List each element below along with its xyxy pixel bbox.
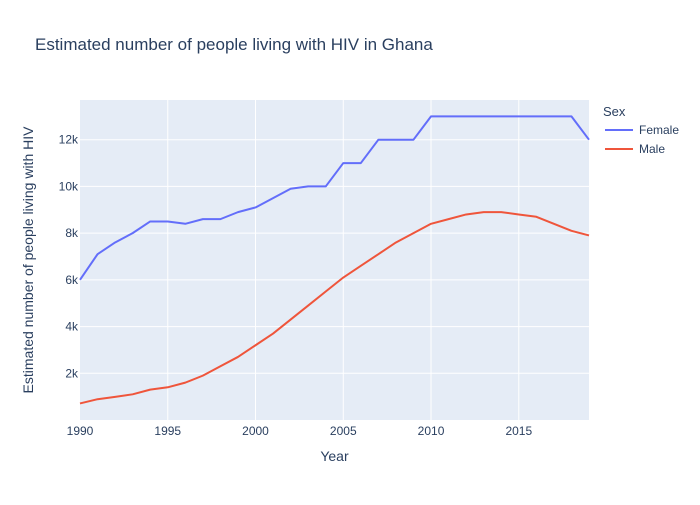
x-tick-labels: 1990 1995 2000 2005 2010 2015	[67, 424, 533, 438]
y-tick-label: 4k	[65, 320, 79, 334]
chart-title: Estimated number of people living with H…	[35, 35, 433, 54]
y-tick-label: 12k	[59, 133, 79, 147]
y-axis-label: Estimated number of people living with H…	[20, 126, 36, 394]
y-tick-label: 10k	[59, 179, 79, 193]
y-gridlines	[80, 139, 589, 374]
plot-area	[80, 100, 589, 420]
legend: Sex Female Male	[603, 104, 679, 156]
series-line-female	[79, 115, 590, 281]
x-tick-label: 2000	[242, 424, 269, 438]
y-tick-label: 6k	[65, 273, 79, 287]
x-tick-label: 2010	[418, 424, 445, 438]
series-line-male	[79, 211, 590, 405]
y-tick-label: 8k	[65, 226, 79, 240]
y-tick-label: 2k	[65, 366, 79, 380]
x-axis-label: Year	[320, 448, 349, 464]
legend-item-male[interactable]: Male	[605, 142, 665, 156]
series-lines	[79, 115, 590, 405]
x-tick-label: 2015	[505, 424, 532, 438]
x-tick-label: 1995	[154, 424, 181, 438]
legend-item-female[interactable]: Female	[605, 123, 679, 137]
legend-label: Female	[639, 123, 679, 137]
y-tick-labels: 2k 4k 6k 8k 10k 12k	[59, 133, 79, 381]
x-tick-label: 1990	[67, 424, 94, 438]
legend-items: Female Male	[605, 123, 679, 156]
legend-label: Male	[639, 142, 665, 156]
legend-title: Sex	[603, 104, 626, 119]
x-tick-label: 2005	[330, 424, 357, 438]
x-gridlines	[167, 100, 520, 420]
